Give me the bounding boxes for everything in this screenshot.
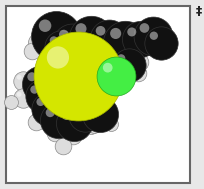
Point <box>99 29 102 32</box>
Point <box>60 46 63 49</box>
Point <box>39 100 42 103</box>
Point <box>54 34 58 37</box>
Point <box>138 61 141 64</box>
Point <box>75 29 78 32</box>
Point <box>120 57 123 60</box>
Point <box>130 30 133 33</box>
Point <box>114 32 117 35</box>
Point <box>80 96 83 99</box>
Point <box>76 74 79 77</box>
Point <box>54 87 57 90</box>
Point <box>138 38 141 41</box>
Point <box>57 119 60 122</box>
Point <box>10 101 13 104</box>
Point <box>32 36 35 40</box>
Point <box>43 24 47 27</box>
Point <box>79 27 83 30</box>
Point <box>30 50 33 53</box>
Point <box>18 76 21 79</box>
Point <box>53 132 57 135</box>
Point <box>77 77 80 80</box>
Point <box>71 41 74 44</box>
Point <box>110 28 113 31</box>
Point <box>52 39 55 42</box>
Point <box>124 41 127 44</box>
Point <box>34 120 37 123</box>
Point <box>128 52 131 55</box>
Point <box>22 80 25 83</box>
Point <box>166 37 169 40</box>
Point <box>106 66 109 69</box>
Point <box>164 46 167 49</box>
Point <box>53 70 57 73</box>
Point <box>62 33 65 36</box>
Point <box>89 74 92 77</box>
Point <box>46 107 50 110</box>
Point <box>40 95 43 98</box>
Point <box>143 26 146 29</box>
Point <box>38 83 41 86</box>
Point <box>136 71 139 74</box>
Text: ‡: ‡ <box>196 5 202 18</box>
Point <box>65 114 68 117</box>
Point <box>59 91 62 94</box>
Point <box>96 98 100 101</box>
Point <box>115 74 118 77</box>
Point <box>50 80 54 83</box>
Point <box>87 102 90 105</box>
Point <box>83 114 86 117</box>
Point <box>47 70 50 73</box>
Point <box>90 105 94 108</box>
Point <box>55 78 59 81</box>
Point <box>83 83 86 86</box>
Point <box>89 125 92 128</box>
Point <box>152 34 155 37</box>
Point <box>49 111 52 114</box>
FancyBboxPatch shape <box>6 6 190 183</box>
Point <box>108 37 111 40</box>
Point <box>76 107 79 110</box>
Point <box>89 36 92 39</box>
Point <box>73 121 76 124</box>
Point <box>22 97 25 100</box>
Point <box>18 93 21 96</box>
Point <box>127 64 130 67</box>
Point <box>151 34 155 37</box>
Point <box>56 56 60 59</box>
Point <box>37 41 40 44</box>
Point <box>110 122 113 125</box>
Point <box>92 124 95 127</box>
Point <box>72 135 75 138</box>
Point <box>98 113 102 116</box>
Point <box>30 75 33 78</box>
Point <box>62 145 65 148</box>
Point <box>57 85 60 88</box>
Point <box>160 41 163 44</box>
Point <box>33 88 36 91</box>
